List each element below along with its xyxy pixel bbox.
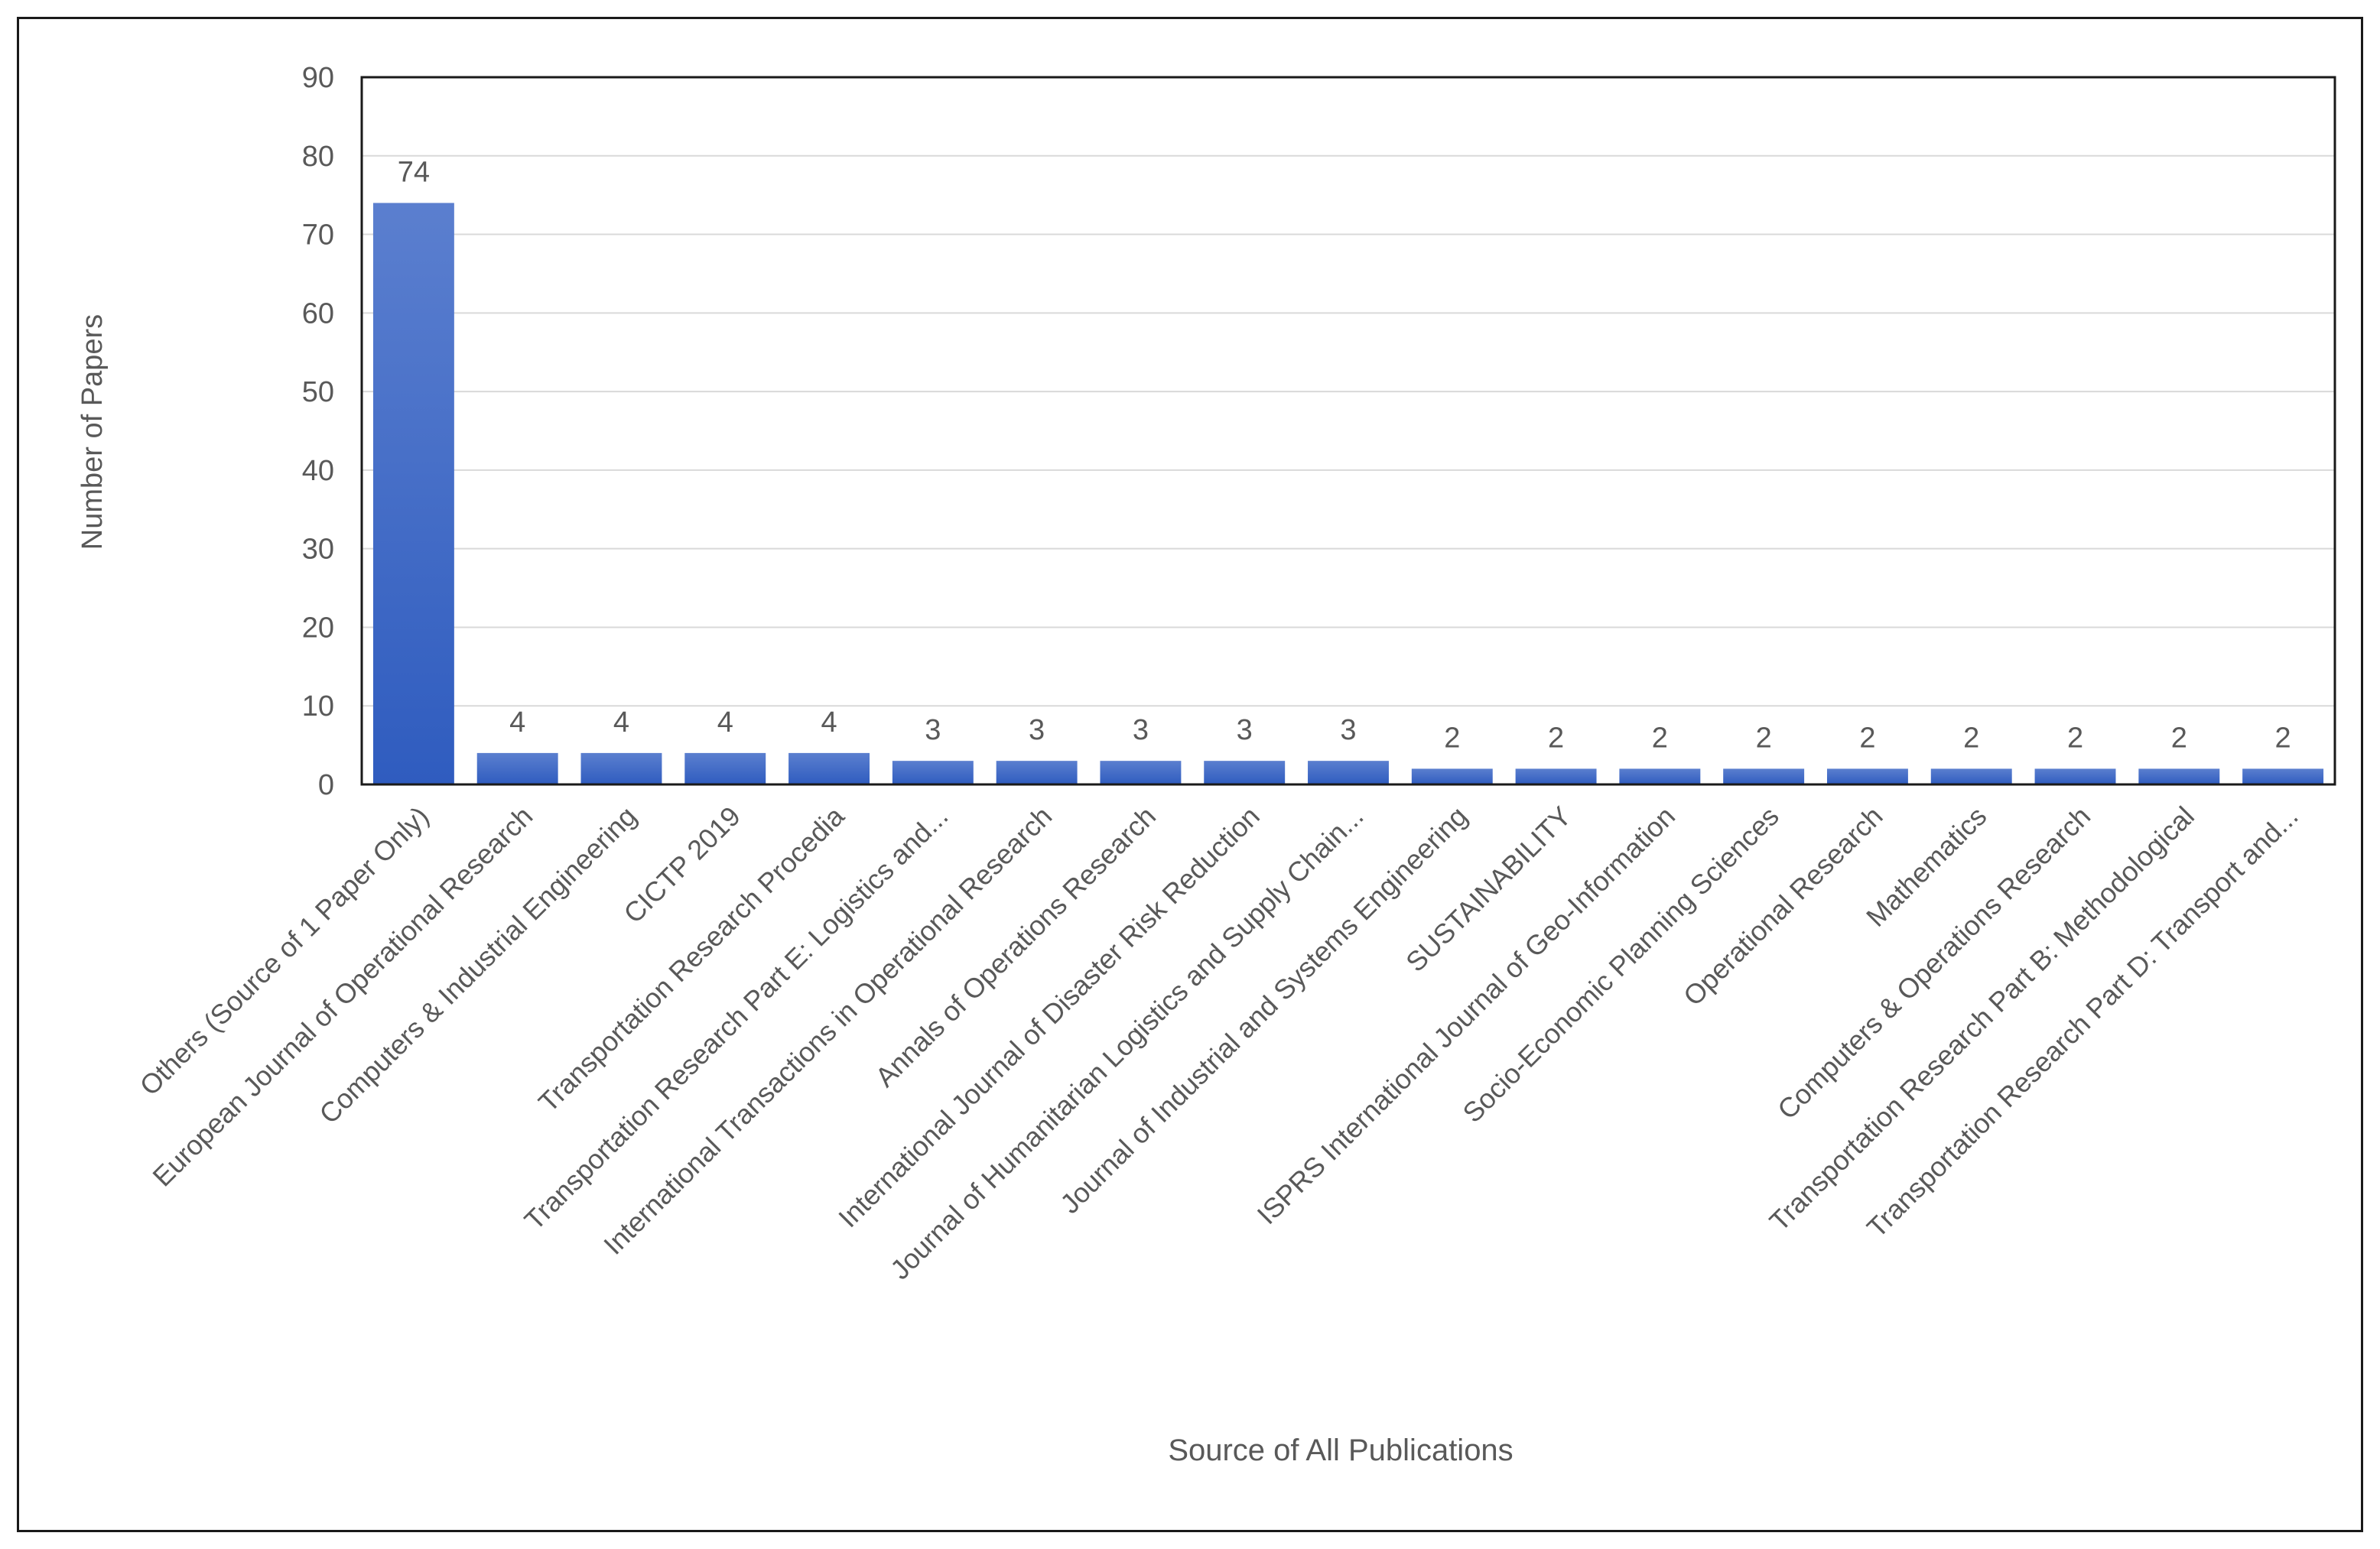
y-axis-label: Number of Papers: [76, 314, 109, 550]
x-tick-label: Journal of Humanitarian Logistics and Su…: [884, 800, 1370, 1286]
y-tick-label: 10: [302, 690, 334, 723]
data-label: 2: [1444, 722, 1460, 754]
y-tick-label: 70: [302, 219, 334, 252]
bar: [1204, 761, 1286, 784]
bar: [1100, 761, 1182, 784]
data-label: 2: [2067, 722, 2083, 754]
bar: [1308, 761, 1389, 784]
bar: [1826, 768, 1908, 784]
bar: [2138, 768, 2220, 784]
data-labels: 74 4 4 4 4 3 3 3 3 3 2 2 2 2 2 2 2 2 2: [398, 156, 2291, 754]
bars: [372, 203, 2324, 784]
data-label: 2: [1963, 722, 1979, 754]
bar: [1515, 768, 1597, 784]
bar: [892, 761, 974, 784]
bar: [372, 203, 454, 784]
data-label: 2: [1548, 722, 1564, 754]
x-axis-label: Source of All Publications: [1168, 1434, 1513, 1467]
bar: [1619, 768, 1701, 784]
y-tick-label: 40: [302, 455, 334, 487]
y-tick-label: 60: [302, 297, 334, 330]
axes: [360, 76, 2336, 786]
bar: [476, 752, 558, 784]
y-tick-label: 30: [302, 534, 334, 566]
bar: [996, 761, 1078, 784]
bar: [684, 752, 766, 784]
data-label: 4: [613, 706, 629, 739]
data-label: 2: [1652, 722, 1668, 754]
data-label: 74: [398, 156, 430, 188]
data-label: 2: [2171, 722, 2187, 754]
y-tick-label: 50: [302, 376, 334, 408]
y-tick-labels: 0 10 20 30 40 50 60 70 80 90: [302, 62, 334, 801]
data-label: 3: [1029, 714, 1045, 746]
bar: [1930, 768, 2012, 784]
data-label: 2: [1756, 722, 1772, 754]
data-label: 3: [1340, 714, 1356, 746]
y-tick-label: 20: [302, 612, 334, 644]
data-label: 2: [1859, 722, 1875, 754]
data-label: 3: [1133, 714, 1149, 746]
plot-border: [360, 76, 2336, 786]
x-tick-label: European Journal of Operational Research: [146, 800, 538, 1193]
bar-chart: 0 10 20 30 40 50 60 70 80 90 74 4 4 4 4 3 3 3 3 3 2 2 2 2 2 2 2 2 2…: [76, 62, 2336, 1467]
data-label: 2: [2275, 722, 2291, 754]
data-label: 4: [509, 706, 525, 739]
y-tick-label: 90: [302, 62, 334, 94]
y-tick-label: 0: [318, 769, 334, 801]
x-tick-label: Operational Research: [1677, 800, 1889, 1012]
bar: [1411, 768, 1493, 784]
bar: [2034, 768, 2116, 784]
bar: [1723, 768, 1805, 784]
gridlines: [362, 76, 2335, 707]
data-label: 4: [717, 706, 733, 739]
bar: [2242, 768, 2324, 784]
bar: [580, 752, 662, 784]
y-tick-label: 80: [302, 141, 334, 173]
data-label: 3: [925, 714, 941, 746]
chart-frame: 0 10 20 30 40 50 60 70 80 90 74 4 4 4 4 3 3 3 3 3 2 2 2 2 2 2 2 2 2…: [17, 17, 2363, 1532]
x-tick-labels: Others (Source of 1 Paper Only)European …: [134, 800, 2304, 1285]
data-label: 4: [821, 706, 837, 739]
data-label: 3: [1237, 714, 1253, 746]
bar: [788, 752, 870, 784]
